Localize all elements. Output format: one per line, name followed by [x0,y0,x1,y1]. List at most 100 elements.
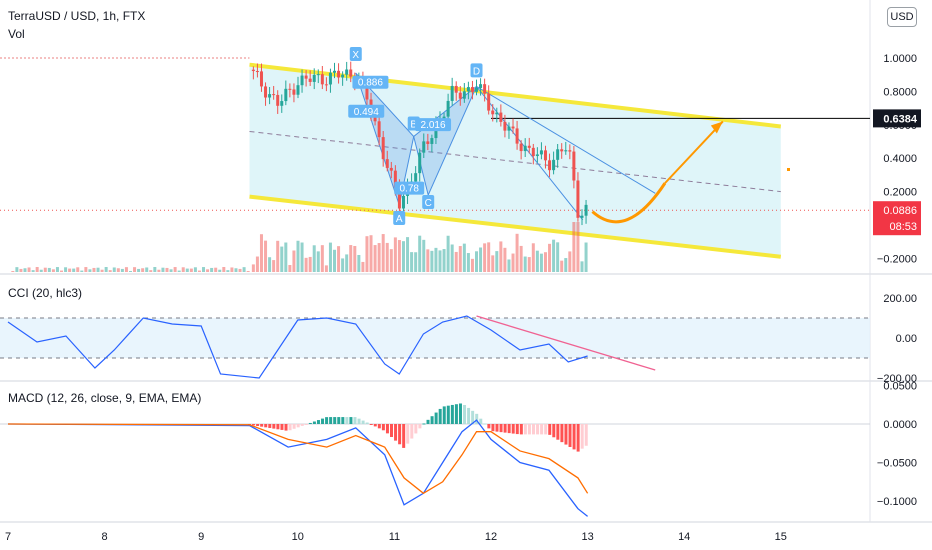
candle-body [328,72,332,85]
macd-histogram-bar [414,424,418,434]
volume-bar [333,249,337,272]
candle-body [491,110,495,115]
candle-body [576,180,580,218]
candle-body [268,94,272,98]
volume-bar [438,250,442,272]
volume-bar [466,253,470,272]
price-tick-label: 1.0000 [883,53,917,65]
macd-histogram-bar [418,424,422,429]
volume-bar [214,267,218,272]
candle-body [430,138,434,144]
candle-body [292,89,296,95]
pattern-ratio-label: 0.78 [399,184,419,195]
macd-histogram-bar [430,416,434,424]
volume-bar [491,255,495,272]
volume-bar [373,245,377,272]
macd-histogram-bar [304,424,308,425]
macd-histogram-bar [394,424,398,441]
volume-bar [422,239,426,272]
macd-histogram-bar [471,410,475,424]
macd-histogram-bar [499,424,503,433]
volume-bar [43,267,47,272]
candle-body [572,151,576,181]
macd-histogram-bar [438,408,442,424]
candle-body [543,150,547,161]
channel-lower-line [249,194,782,259]
volume-bar [454,251,458,272]
pattern-point-badge [393,210,406,225]
volume-bar [406,237,410,272]
candle-body [527,145,531,148]
volume-bar [27,267,31,272]
currency-button[interactable]: USD [887,7,917,27]
volume-bar [560,260,564,272]
candle-body [276,94,280,106]
volume-bar [68,268,72,272]
macd-histogram-bar [345,417,349,424]
volume-bar [401,241,405,272]
macd-histogram-bar [487,424,491,429]
macd-histogram-bar [410,424,414,439]
macd-histogram-bar [434,412,438,424]
volume-bar [133,267,137,272]
macd-histogram-bar [312,421,316,424]
volume-bar [35,267,39,272]
macd-tick-label: −0.0500 [877,458,917,470]
macd-tick-label: 0.0500 [883,381,917,393]
macd-histogram-bar [321,418,325,424]
candle-body [414,173,418,182]
macd-histogram-bar [353,417,357,424]
macd-histogram-bar [507,424,511,434]
volume-bar [100,269,104,272]
macd-histogram-bar [349,417,353,424]
volume-bar [320,245,324,272]
volume-bar [246,270,250,272]
volume-bar [112,267,116,272]
macd-histogram-bar [515,424,519,435]
candle-body [296,85,300,95]
volume-bar [316,251,320,272]
macd-histogram-bar [467,407,471,424]
candle-body [264,86,268,98]
volume-bar [349,245,353,272]
volume-label: Vol [8,27,25,41]
volume-bar [572,222,576,272]
macd-title: MACD (12, 26, close, 9, EMA, EMA) [8,391,202,405]
volume-bar [55,267,59,272]
pattern-ratio-badge [415,118,452,132]
wedge-upper-line [476,85,656,194]
candle-body [422,141,426,153]
volume-bar [458,246,462,272]
macd-signal-line [7,423,589,495]
volume-bar [193,267,197,272]
candle-body [462,91,466,99]
candle-body [475,87,479,92]
macd-histogram-bar [341,417,345,424]
volume-bar [280,246,284,272]
macd-histogram-bar [450,404,454,424]
volume-bar [161,267,165,272]
candle-body [564,150,568,152]
macd-histogram-bar [276,424,280,430]
candle-body [272,94,276,96]
volume-bar [345,254,349,272]
volume-bar [51,269,55,272]
volume-bar [304,257,308,272]
volume-bar [442,249,446,272]
macd-histogram-bar [406,424,410,444]
candle-body [316,74,320,76]
macd-histogram-bar [280,424,284,430]
macd-histogram-bar [446,405,450,424]
time-tick-label: 14 [678,531,690,543]
volume-bar [434,247,438,272]
volume-bar [104,267,108,272]
candle-body [560,149,564,152]
candle-body [401,195,405,209]
macd-histogram-bar [422,423,426,425]
macd-histogram-bar [442,406,446,424]
macd-histogram-bar [560,424,564,443]
macd-histogram-bar [292,424,296,429]
volume-bar [255,256,259,272]
candle-body [324,84,328,86]
